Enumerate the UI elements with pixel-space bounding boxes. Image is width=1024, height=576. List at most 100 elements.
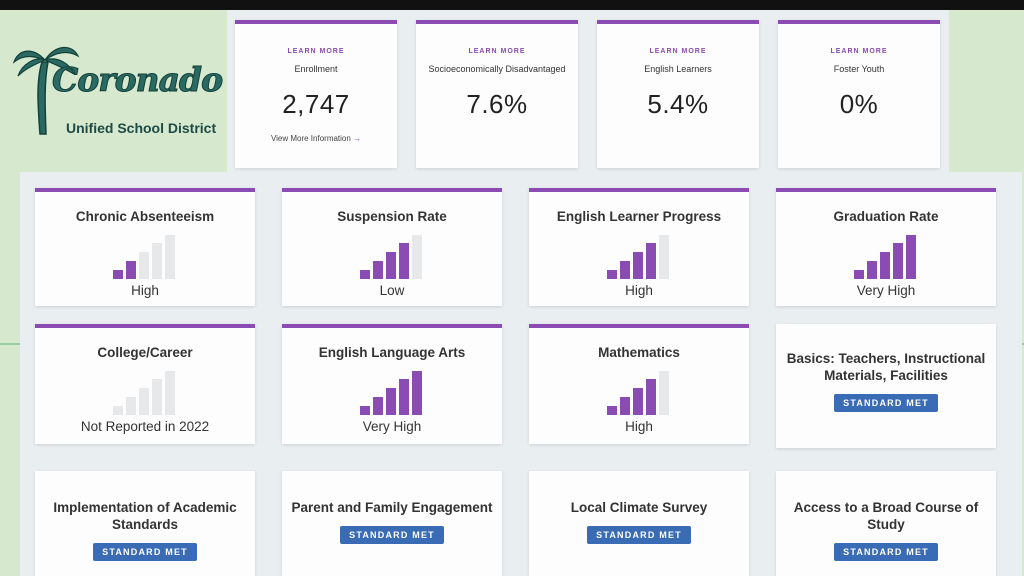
learn-more-link[interactable]: LEARN MORE xyxy=(287,48,345,55)
gauge-bar xyxy=(646,379,656,415)
gauge-bar xyxy=(659,371,669,415)
indicator-card-college-career[interactable]: College/Career Not Reported in 2022 xyxy=(35,324,255,444)
stat-card-socioeconomic: LEARN MORE Socioeconomically Disadvantag… xyxy=(416,20,578,168)
top-edge xyxy=(0,0,1024,10)
palm-tree-icon xyxy=(12,46,80,135)
stat-label: Foster Youth xyxy=(833,64,885,74)
indicator-level: Very High xyxy=(362,419,422,434)
district-logo: Coronado Unified School District xyxy=(12,42,224,142)
gauge-bar xyxy=(399,379,409,415)
standard-title: Implementation of Academic Standards xyxy=(53,500,237,532)
standard-met-badge: STANDARD MET xyxy=(834,543,938,561)
logo-subtitle: Unified School District xyxy=(66,120,217,136)
view-more-label: View More Information xyxy=(270,134,351,143)
standard-card-broad-course[interactable]: Access to a Broad Course of Study STANDA… xyxy=(776,471,996,576)
gauge-bar xyxy=(906,235,916,279)
stat-label: English Learners xyxy=(644,64,712,74)
gauge-bar xyxy=(360,270,370,279)
gauge-bar xyxy=(386,252,396,279)
learn-more-link[interactable]: LEARN MORE xyxy=(468,48,526,55)
stat-value: 7.6% xyxy=(466,89,528,119)
gauge-bar xyxy=(165,235,175,279)
indicator-title: Chronic Absenteeism xyxy=(75,209,215,224)
indicator-title: Suspension Rate xyxy=(337,209,447,224)
gauge-bar xyxy=(893,243,903,279)
gauge-bar xyxy=(633,252,643,279)
standard-title: Access to a Broad Course of Study xyxy=(793,500,979,532)
performance-gauge xyxy=(607,235,671,279)
performance-gauge xyxy=(360,235,424,279)
indicator-title: English Language Arts xyxy=(318,345,466,360)
arrow-right-icon: → xyxy=(353,134,362,143)
standard-met-badge: STANDARD MET xyxy=(340,526,444,544)
indicator-title: College/Career xyxy=(97,345,193,360)
stat-label: Socioeconomically Disadvantaged xyxy=(428,64,566,74)
standard-met-badge: STANDARD MET xyxy=(587,526,691,544)
gauge-bar xyxy=(620,261,630,279)
indicator-level: High xyxy=(625,283,653,298)
standard-card-family-engagement[interactable]: Parent and Family Engagement STANDARD ME… xyxy=(282,471,502,576)
gauge-bar xyxy=(113,270,123,279)
gauge-bar xyxy=(412,371,422,415)
indicator-card-mathematics[interactable]: Mathematics High xyxy=(529,324,749,444)
gauge-bar xyxy=(607,270,617,279)
gauge-bar xyxy=(126,397,136,415)
performance-gauge xyxy=(854,235,918,279)
stat-value: 2,747 xyxy=(282,89,350,119)
logo-script-text: Coronado xyxy=(51,60,223,100)
gauge-bar xyxy=(867,261,877,279)
gauge-bar xyxy=(139,388,149,415)
gauge-bar xyxy=(373,397,383,415)
indicator-title: Graduation Rate xyxy=(833,209,939,224)
gauge-bar xyxy=(165,371,175,415)
indicator-card-suspension-rate[interactable]: Suspension Rate Low xyxy=(282,188,502,306)
indicator-title: Mathematics xyxy=(598,345,680,360)
performance-gauge xyxy=(360,371,424,415)
performance-gauge xyxy=(113,371,177,415)
performance-gauge xyxy=(113,235,177,279)
indicator-card-graduation-rate[interactable]: Graduation Rate Very High xyxy=(776,188,996,306)
stat-value: 0% xyxy=(839,89,879,119)
gauge-bar xyxy=(880,252,890,279)
stat-card-enrollment: LEARN MORE Enrollment 2,747 View More In… xyxy=(235,20,397,168)
gauge-bar xyxy=(139,252,149,279)
indicator-level: Not Reported in 2022 xyxy=(80,419,210,434)
performance-gauge xyxy=(607,371,671,415)
standard-title: Basics: Teachers, Instructional Material… xyxy=(786,351,986,383)
standard-title: Parent and Family Engagement xyxy=(291,500,493,515)
gauge-bar xyxy=(633,388,643,415)
stat-label: Enrollment xyxy=(294,64,338,74)
gauge-bar xyxy=(360,406,370,415)
gauge-bar xyxy=(399,243,409,279)
gauge-bar xyxy=(412,235,422,279)
indicator-card-english-learner-progress[interactable]: English Learner Progress High xyxy=(529,188,749,306)
standard-card-basics[interactable]: Basics: Teachers, Instructional Material… xyxy=(776,324,996,448)
gauge-bar xyxy=(854,270,864,279)
standard-met-badge: STANDARD MET xyxy=(834,394,938,412)
gauge-bar xyxy=(646,243,656,279)
stat-card-english-learners: LEARN MORE English Learners 5.4% xyxy=(597,20,759,168)
standard-card-local-climate[interactable]: Local Climate Survey STANDARD MET xyxy=(529,471,749,576)
stats-panel: LEARN MORE Enrollment 2,747 View More In… xyxy=(227,10,949,172)
standard-card-academic-standards[interactable]: Implementation of Academic Standards STA… xyxy=(35,471,255,576)
gauge-bar xyxy=(607,406,617,415)
indicator-level: Low xyxy=(379,283,405,298)
indicator-title: English Learner Progress xyxy=(556,209,722,224)
standard-title: Local Climate Survey xyxy=(570,500,708,515)
indicator-card-english-language-arts[interactable]: English Language Arts Very High xyxy=(282,324,502,444)
indicator-card-chronic-absenteeism[interactable]: Chronic Absenteeism High xyxy=(35,188,255,306)
indicator-level: High xyxy=(625,419,653,434)
stat-value: 5.4% xyxy=(647,89,709,119)
learn-more-link[interactable]: LEARN MORE xyxy=(830,48,888,55)
gauge-bar xyxy=(659,235,669,279)
gauge-bar xyxy=(152,379,162,415)
gauge-bar xyxy=(152,243,162,279)
gauge-bar xyxy=(373,261,383,279)
standard-met-badge: STANDARD MET xyxy=(93,543,197,561)
view-more-link[interactable]: View More Information → xyxy=(235,134,397,143)
indicators-panel: Chronic Absenteeism High Suspension Rate… xyxy=(20,172,1022,576)
gauge-bar xyxy=(620,397,630,415)
learn-more-link[interactable]: LEARN MORE xyxy=(649,48,707,55)
indicator-level: High xyxy=(131,283,159,298)
gauge-bar xyxy=(386,388,396,415)
